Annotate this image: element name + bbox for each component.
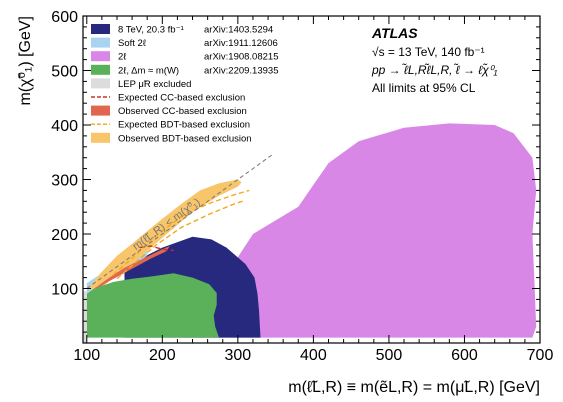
region-observed-cc-based-exclusion [94, 246, 170, 292]
legend-item-lep-r-excluded: LEP μ̃R excluded [91, 78, 191, 90]
legend-swatch [91, 51, 110, 62]
legend-label: Observed BDT-based exclusion [118, 133, 252, 144]
legend-label: 8 TeV, 20.3 fb⁻¹ [118, 25, 184, 36]
legend-reference: arXiv:1911.12606 [204, 38, 278, 49]
legend-label: Expected BDT-based exclusion [118, 120, 250, 131]
axis-ticks: 100 200 300 400 500 600 700 100 200 300 400 500 600 [51, 9, 553, 364]
legend-item-expected-bdt-based-exclusion: Expected BDT-based exclusion [91, 120, 250, 131]
x-tick-label-100: 100 [73, 347, 100, 364]
y-tick-label-100: 100 [51, 282, 78, 299]
legend-item-2-m-m-w: 2ℓ, Δm ≈ m(W) arXiv:2209.13935 [91, 64, 278, 76]
legend-swatch [91, 64, 110, 75]
legend-reference: arXiv:1908.08215 [204, 52, 278, 63]
process-label: pp → ℓ̃L,Rℓ̃L,R, ℓ̃ → ℓχ̃⁰₁ [371, 62, 498, 77]
legend-swatch [91, 24, 110, 34]
region-2-m-m-w [86, 273, 219, 338]
x-tick-label-700: 700 [527, 347, 554, 364]
legend-swatch [91, 78, 110, 89]
y-axis-label: m(χ̃⁰₁) [GeV] [17, 16, 34, 106]
legend-item-2: 2ℓ arXiv:1908.08215 [91, 51, 278, 63]
legend-label: 2ℓ [118, 52, 127, 63]
legend-label: Soft 2ℓ [118, 38, 147, 49]
legend-swatch [91, 37, 110, 48]
legend-label: LEP μ̃R excluded [118, 79, 191, 90]
x-axis-label: m(ℓ̃L,R) ≡ m(ẽL,R) = m(μ̃L,R) [GeV] [288, 379, 540, 396]
legend-item-expected-cc-based-exclusion: Expected CC-based exclusion [91, 93, 245, 104]
legend-label: Observed CC-based exclusion [118, 106, 247, 117]
legend-swatch [91, 132, 110, 143]
y-tick-label-200: 200 [51, 227, 78, 244]
x-tick-label-400: 400 [300, 347, 327, 364]
energy-label: √s = 13 TeV, 140 fb⁻¹ [372, 45, 485, 59]
line-expected-bdt-based-exclusion-inner [116, 199, 246, 280]
legend-swatch [91, 105, 110, 116]
x-tick-label-200: 200 [149, 347, 176, 364]
region-2 [185, 123, 537, 338]
legend-item-8-tev-20-3-fb: 8 TeV, 20.3 fb⁻¹ arXiv:1403.5294 [91, 24, 273, 36]
x-tick-label-300: 300 [224, 347, 251, 364]
cl-label: All limits at 95% CL [372, 81, 476, 95]
legend-reference: arXiv:1403.5294 [204, 25, 273, 36]
legend-label: Expected CC-based exclusion [118, 93, 245, 104]
legend-reference: arXiv:2209.13935 [204, 65, 278, 76]
legend: 8 TeV, 20.3 fb⁻¹ arXiv:1403.5294 Soft 2ℓ ar… [91, 24, 278, 144]
x-tick-label-500: 500 [376, 347, 403, 364]
y-tick-label-500: 500 [51, 64, 78, 81]
line-expected-cc-based-exclusion [139, 245, 174, 252]
y-tick-label-300: 300 [51, 173, 78, 190]
atlas-label: ATLAS [371, 25, 418, 41]
exclusion-lines [86, 154, 273, 289]
legend-item-soft-2: Soft 2ℓ arXiv:1911.12606 [91, 37, 278, 49]
diagonal-line [86, 154, 273, 289]
legend-item-observed-bdt-based-exclusion: Observed BDT-based exclusion [91, 132, 252, 144]
x-tick-label-600: 600 [451, 347, 478, 364]
region-lep-r-excluded [83, 291, 87, 343]
legend-label: 2ℓ, Δm ≈ m(W) [118, 65, 179, 76]
line-expected-bdt-based-exclusion-outer [112, 189, 250, 276]
y-tick-label-400: 400 [51, 118, 78, 135]
y-tick-label-600: 600 [51, 9, 78, 26]
legend-item-observed-cc-based-exclusion: Observed CC-based exclusion [91, 105, 247, 117]
